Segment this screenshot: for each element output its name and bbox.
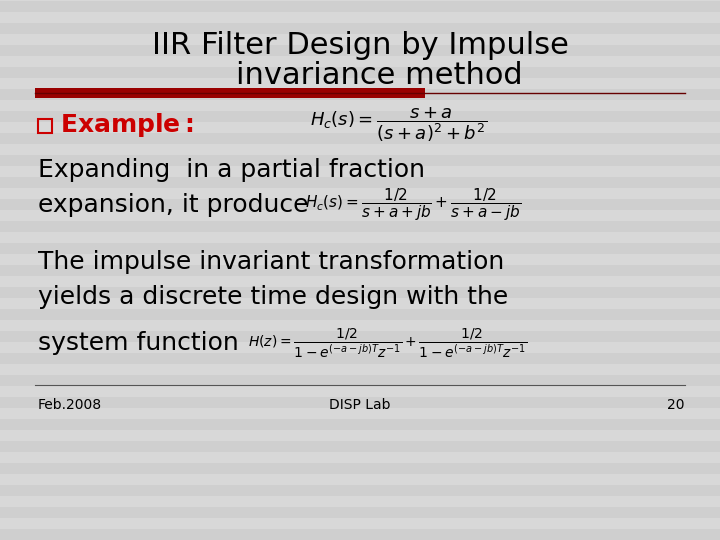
Bar (0, 287, 720, 298)
Text: $H_c(s)=\dfrac{s+a}{(s+a)^2+b^2}$: $H_c(s)=\dfrac{s+a}{(s+a)^2+b^2}$ (310, 106, 487, 144)
Bar (0, 419, 720, 430)
Text: Expanding  in a partial fraction: Expanding in a partial fraction (38, 158, 425, 182)
Bar (0, 441, 720, 452)
Text: Feb.2008: Feb.2008 (38, 398, 102, 412)
Text: $\mathbf{Example:}$: $\mathbf{Example:}$ (60, 111, 194, 139)
Bar (0, 463, 720, 474)
Bar (0, 23, 720, 34)
Bar (28, 28, 692, 512)
Bar (0, 485, 720, 496)
Bar (0, 67, 720, 78)
Bar (0, 45, 720, 56)
Text: expansion, it produce: expansion, it produce (38, 193, 308, 217)
Bar (0, 375, 720, 386)
Text: 20: 20 (667, 398, 685, 412)
Text: IIR Filter Design by Impulse: IIR Filter Design by Impulse (152, 30, 568, 59)
Bar (38, 119, 52, 133)
Bar (0, 397, 720, 408)
Bar (0, 89, 720, 100)
Bar (0, 309, 720, 320)
Text: yields a discrete time design with the: yields a discrete time design with the (38, 285, 508, 309)
Bar (0, 177, 720, 188)
Bar (0, 199, 720, 210)
Bar (0, 1, 720, 12)
Text: system function: system function (38, 331, 239, 355)
Text: $H_c(s)=\dfrac{1/2}{s+a+jb}+\dfrac{1/2}{s+a-jb}$: $H_c(s)=\dfrac{1/2}{s+a+jb}+\dfrac{1/2}{… (305, 187, 521, 224)
Bar (0, 265, 720, 276)
Bar (0, 353, 720, 364)
Text: $H(z)=\dfrac{1/2}{1-e^{(-a-jb)T}z^{-1}}+\dfrac{1/2}{1-e^{(-a-jb)T}z^{-1}}$: $H(z)=\dfrac{1/2}{1-e^{(-a-jb)T}z^{-1}}+… (248, 326, 527, 360)
Bar (0, 331, 720, 342)
Bar (0, 221, 720, 232)
Text: The impulse invariant transformation: The impulse invariant transformation (38, 250, 504, 274)
Bar (0, 155, 720, 166)
Bar (0, 111, 720, 122)
Bar (0, 529, 720, 540)
Bar (35, 88, 425, 98)
Bar (0, 507, 720, 518)
Text: DISP Lab: DISP Lab (329, 398, 391, 412)
Bar (0, 243, 720, 254)
Bar (0, 133, 720, 144)
Text: invariance method: invariance method (197, 60, 523, 90)
